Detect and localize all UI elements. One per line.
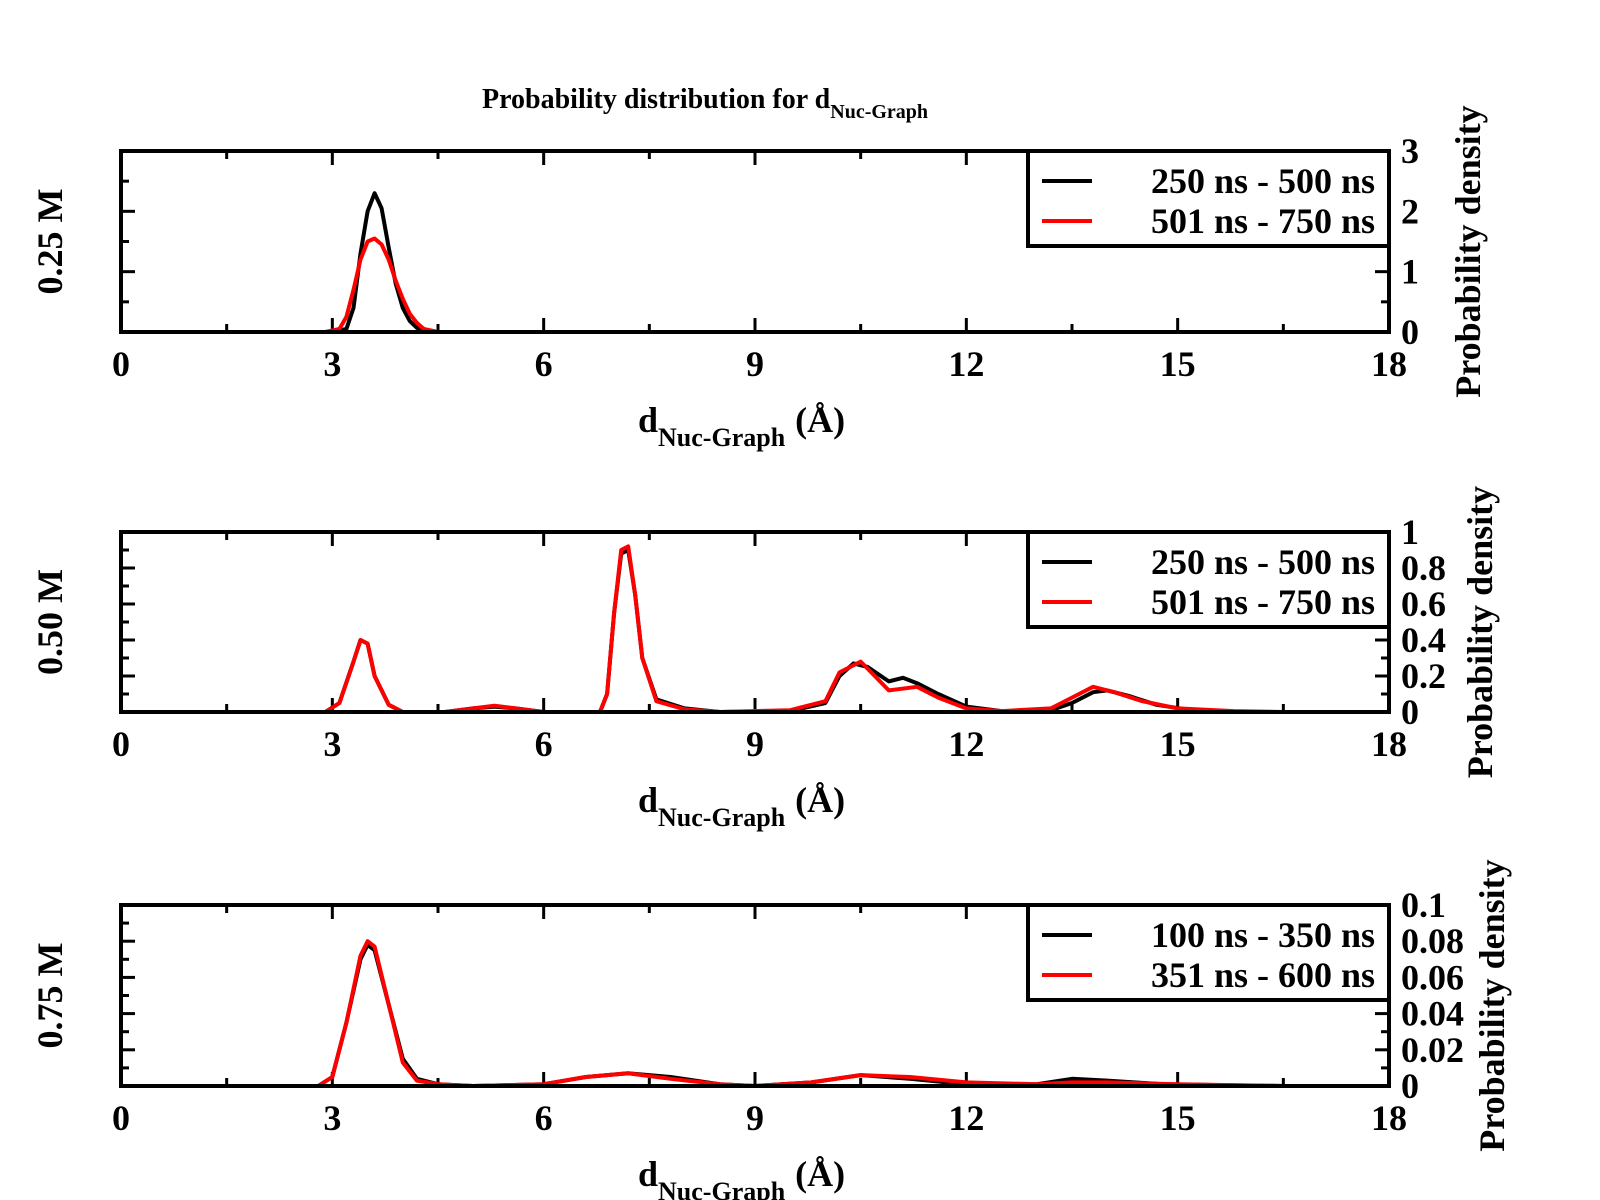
legend-label-1: 250 ns - 500 ns (1151, 542, 1375, 582)
x-axis-label: dNuc-Graph (Å) (638, 400, 845, 452)
legend-label-1: 250 ns - 500 ns (1151, 161, 1375, 201)
y-tick-label: 0.08 (1401, 921, 1464, 961)
figure-title-subscript: Nuc-Graph (830, 101, 928, 123)
panel-label: 0.25 M (30, 189, 70, 295)
legend-label-2: 501 ns - 750 ns (1151, 201, 1375, 241)
panel-label: 0.75 M (30, 943, 70, 1049)
x-axis-label-unit: (Å) (795, 1154, 845, 1194)
x-tick-label: 9 (746, 344, 764, 384)
x-axis-label-main: d (638, 400, 658, 440)
x-tick-label: 6 (535, 724, 553, 764)
y-tick-label: 0.6 (1401, 584, 1446, 624)
legend-box (1026, 530, 1391, 629)
series-line-2 (317, 939, 1284, 1088)
x-tick-label: 18 (1371, 344, 1407, 384)
x-axis-label-subscript: Nuc-Graph (658, 423, 786, 452)
y-tick-label: 0.1 (1401, 885, 1446, 925)
y-tick-label: 0.4 (1401, 620, 1446, 660)
y-tick-label: 0.2 (1401, 656, 1446, 696)
x-tick-label: 15 (1160, 344, 1196, 384)
x-tick-label: 12 (948, 1098, 984, 1138)
x-tick-label: 0 (112, 724, 130, 764)
y-tick-label: 0.04 (1401, 994, 1464, 1034)
y-tick-label: 0.8 (1401, 548, 1446, 588)
panel-label: 0.50 M (30, 569, 70, 675)
x-axis-label-unit: (Å) (795, 400, 845, 440)
y-axis-label-right: Probability density (1472, 859, 1512, 1151)
x-axis-label-unit: (Å) (795, 780, 845, 820)
series-line-1 (331, 191, 432, 334)
y-tick-label: 0.02 (1401, 1030, 1464, 1070)
x-tick-label: 0 (112, 344, 130, 384)
x-tick-label: 3 (323, 1098, 341, 1138)
x-tick-label: 15 (1160, 724, 1196, 764)
x-tick-label: 12 (948, 344, 984, 384)
legend-box (1026, 149, 1391, 248)
y-tick-label: 0.06 (1401, 957, 1464, 997)
y-tick-label: 2 (1401, 191, 1419, 231)
figure-title-main: Probability distribution for d (482, 84, 831, 115)
series-line-2 (324, 544, 1284, 714)
x-tick-label: 18 (1371, 1098, 1407, 1138)
y-tick-label: 1 (1401, 512, 1419, 552)
x-tick-label: 6 (535, 344, 553, 384)
legend-label-1: 100 ns - 350 ns (1151, 915, 1375, 955)
x-tick-label: 0 (112, 1098, 130, 1138)
x-axis-label-subscript: Nuc-Graph (658, 803, 786, 832)
x-axis-label-subscript: Nuc-Graph (658, 1177, 786, 1200)
x-tick-label: 12 (948, 724, 984, 764)
y-tick-label: 3 (1401, 131, 1419, 171)
x-tick-label: 9 (746, 1098, 764, 1138)
x-tick-label: 6 (535, 1098, 553, 1138)
y-tick-label: 0 (1401, 692, 1419, 732)
y-tick-label: 0 (1401, 312, 1419, 352)
x-tick-label: 18 (1371, 724, 1407, 764)
x-axis-label: dNuc-Graph (Å) (638, 1154, 845, 1200)
figure-title: Probability distribution for dNuc-Graph (482, 84, 928, 123)
x-tick-label: 3 (323, 724, 341, 764)
legend-label-2: 351 ns - 600 ns (1151, 955, 1375, 995)
x-tick-label: 3 (323, 344, 341, 384)
y-tick-label: 0 (1401, 1066, 1419, 1106)
x-axis-label-main: d (638, 780, 658, 820)
x-tick-label: 9 (746, 724, 764, 764)
legend-label-2: 501 ns - 750 ns (1151, 582, 1375, 622)
y-axis-label-right: Probability density (1460, 486, 1500, 778)
legend-box (1026, 903, 1391, 1002)
y-axis-label-right: Probability density (1448, 105, 1488, 397)
x-tick-label: 15 (1160, 1098, 1196, 1138)
series-line-2 (324, 236, 439, 334)
x-axis-label-main: d (638, 1154, 658, 1194)
y-tick-label: 1 (1401, 252, 1419, 292)
x-axis-label: dNuc-Graph (Å) (638, 780, 845, 832)
